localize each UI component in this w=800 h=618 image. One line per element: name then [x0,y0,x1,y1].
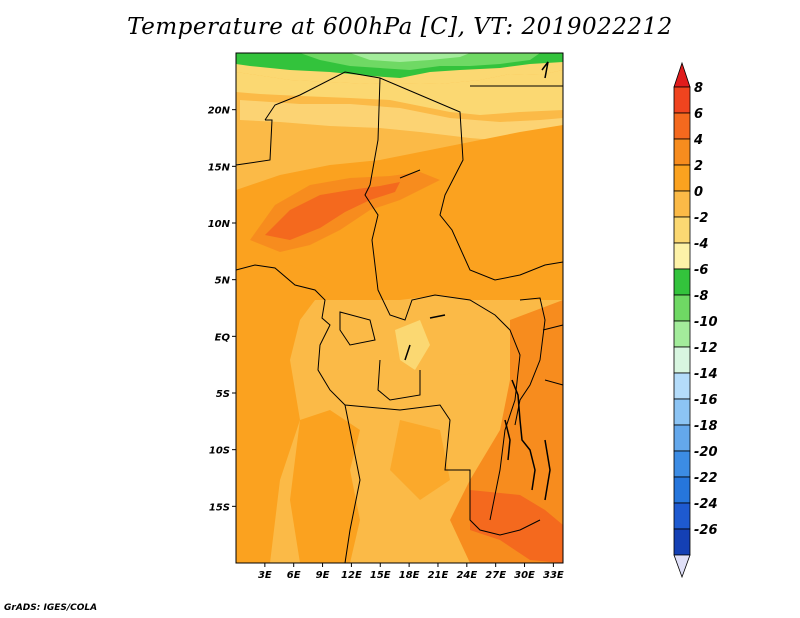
colorbar-swatch [673,138,691,166]
colorbar-swatch [673,502,691,530]
lat-tick-label: 5S [216,389,230,400]
colorbar-swatch [673,372,691,400]
colorbar-label: -12 [694,341,718,356]
lon-tick-label: 27E [485,570,506,581]
lon-tick-label: 18E [399,570,420,581]
colorbar-label: -8 [694,289,708,304]
lakes-and-rivers [404,61,551,501]
lat-tick-label: 5N [215,276,231,287]
country-boundaries [235,71,564,564]
colorbar: 8 6 4 2 0 -2 -4 -6 -8 -10 -12 -14 -16 -18 -20 -22 -24 -26 [673,61,718,579]
colorbar-swatch [673,242,691,270]
latitude-axis: 20N 15N 10N 5N EQ 5S 10S 15S [208,106,236,513]
colorbar-label: -10 [694,315,718,330]
colorbar-swatch [673,320,691,348]
colorbar-swatch [673,294,691,322]
colorbar-label: -22 [694,471,718,486]
colorbar-swatch [673,86,691,114]
colorbar-swatch [673,346,691,374]
lon-tick-label: 9E [316,570,330,581]
colorbar-label: 8 [694,81,703,96]
colorbar-label: 6 [694,107,703,122]
lon-tick-label: 21E [428,570,449,581]
colorbar-swatch [673,398,691,426]
lat-tick-label: 20N [208,106,231,117]
colorbar-swatch [673,190,691,218]
lon-tick-label: 30E [514,570,535,581]
colorbar-label: -4 [694,237,708,252]
longitude-axis: 3E 6E 9E 12E 15E 18E 21E 24E 27E 30E 33E [258,563,564,581]
colorbar-swatch [673,450,691,478]
colorbar-label: -20 [694,445,718,460]
colorbar-label: 0 [694,185,703,200]
grads-credit: GrADS: IGES/COLA [4,603,98,613]
colorbar-label: -18 [694,419,718,434]
colorbar-label: -24 [694,497,718,512]
lat-tick-label: 10S [209,446,230,457]
colorbar-swatch [673,528,691,556]
colorbar-bottom-arrow [673,554,691,579]
colorbar-label: -26 [694,523,718,538]
colorbar-swatch [673,216,691,244]
colorbar-label: 4 [693,133,703,148]
plot-title: Temperature at 600hPa [C], VT: 201902221… [127,14,673,40]
colorbar-swatch [673,476,691,504]
lat-tick-label: EQ [215,332,231,343]
colorbar-label: -14 [694,367,718,382]
lon-tick-label: 15E [370,570,391,581]
lon-tick-label: 6E [287,570,301,581]
lon-tick-label: 33E [543,570,564,581]
colorbar-label: 2 [694,159,703,174]
map-frame [235,52,564,564]
colorbar-swatch [673,268,691,296]
colorbar-label: -6 [694,263,708,278]
lat-tick-label: 15N [208,162,231,173]
colorbar-label: -16 [694,393,718,408]
lat-tick-label: 15S [209,502,230,513]
colorbar-swatch [673,112,691,140]
lat-tick-label: 10N [208,219,231,230]
colorbar-label: -2 [694,211,708,226]
temperature-field [236,53,563,563]
lon-tick-label: 24E [456,570,477,581]
colorbar-top-arrow [673,61,691,88]
lon-tick-label: 12E [341,570,362,581]
colorbar-swatch [673,164,691,192]
lon-tick-label: 3E [258,570,272,581]
colorbar-swatch [673,424,691,452]
